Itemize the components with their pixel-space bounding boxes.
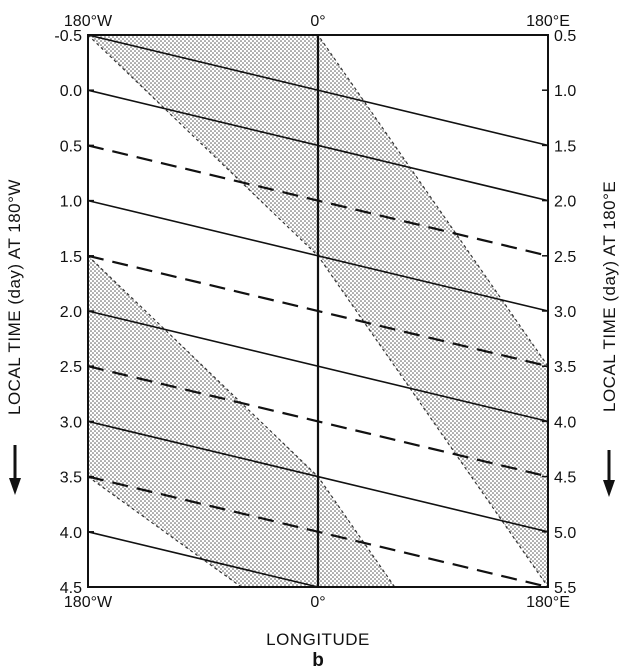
band-edge-1-1 [87,476,242,588]
bottom-label-0: 0° [310,594,325,611]
top-label-180w: 180°W [64,13,113,30]
left-down-arrow [9,445,21,495]
shaded-band-1 [88,255,395,588]
right-tick-labels: 0.5 1.0 1.5 2.0 2.5 3.0 3.5 4.0 4.5 5.0 5.5 [542,28,576,597]
right-tick-label: 5.0 [554,525,576,542]
right-tick-label: 4.5 [554,470,576,487]
right-tick-label: 5.5 [554,580,576,597]
right-tick-label: 3.0 [554,304,576,321]
left-tick-label: 3.5 [60,470,82,487]
right-tick-label: 2.5 [554,249,576,266]
bottom-label-180w: 180°W [64,594,113,611]
right-axis-label: LOCAL TIME (day) AT 180°E [600,181,619,412]
left-axis-label: LOCAL TIME (day) AT 180°W [5,179,24,415]
right-down-arrow [603,450,615,497]
left-tick-label: 4.5 [60,580,82,597]
top-label-180e: 180°E [526,13,570,30]
right-tick-label: 1.5 [554,138,576,155]
bottom-label-180e: 180°E [526,594,570,611]
left-tick-label: 1.5 [60,249,82,266]
left-tick-label: 2.5 [60,359,82,376]
left-tick-label: 4.0 [60,525,82,542]
left-tick-labels: -0.5 0.0 0.5 1.0 1.5 2.0 2.5 3.0 3.5 4.0 4.5 [54,28,94,597]
left-tick-label: 3.0 [60,414,82,431]
top-label-0: 0° [310,13,325,30]
x-axis-label: LONGITUDE [266,630,370,649]
solid-line-5 [87,531,319,588]
right-tick-label: 3.5 [554,359,576,376]
right-tick-label: 4.0 [554,414,576,431]
left-tick-label: 2.0 [60,304,82,321]
panel-label: b [312,650,324,671]
right-tick-label: 0.5 [554,28,576,45]
left-tick-label: 0.5 [60,138,82,155]
left-tick-label: -0.5 [54,28,82,45]
right-tick-label: 1.0 [554,83,576,100]
right-tick-label: 2.0 [554,194,576,211]
left-tick-label: 0.0 [60,83,82,100]
left-tick-label: 1.0 [60,194,82,211]
